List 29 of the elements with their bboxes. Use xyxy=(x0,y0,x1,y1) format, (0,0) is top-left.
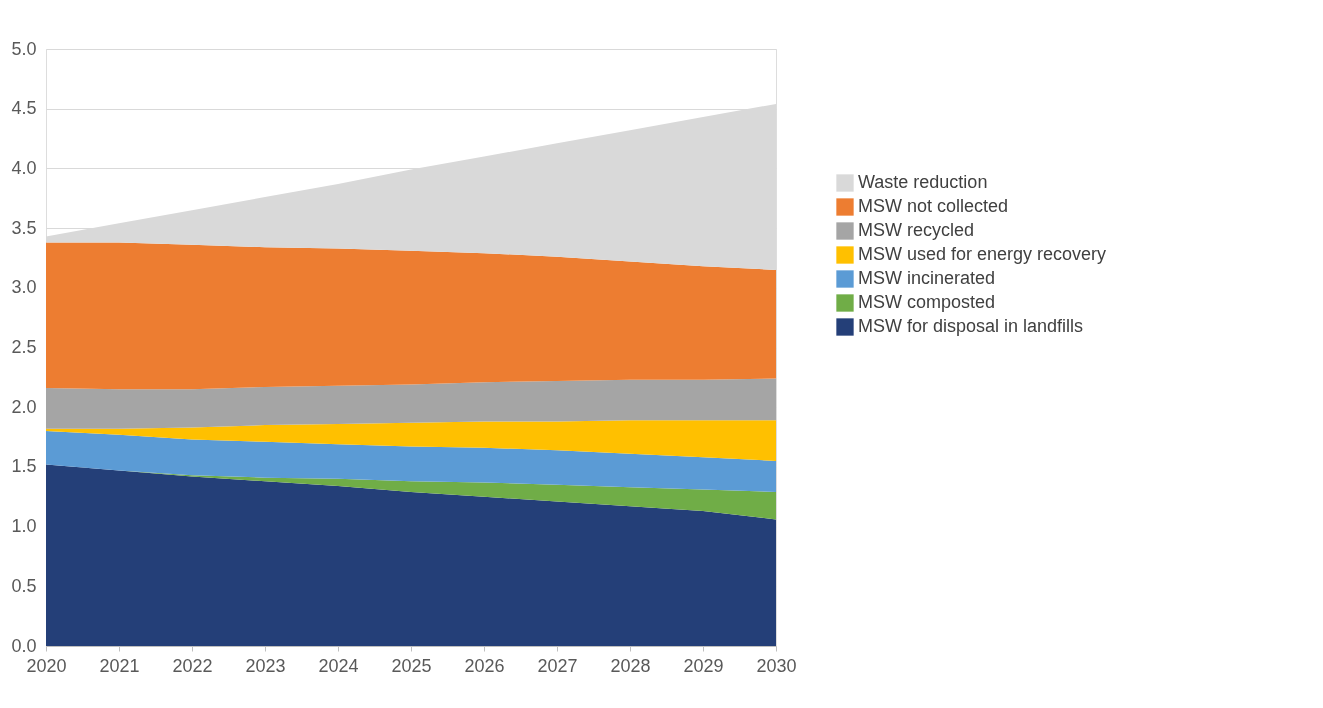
legend-label: MSW incinerated xyxy=(858,268,996,288)
y-tick-label: 0.0 xyxy=(11,635,37,656)
legend-label: MSW for disposal in landfills xyxy=(858,316,1084,336)
y-tick-label: 4.5 xyxy=(11,98,37,119)
legend-label: MSW composted xyxy=(858,292,996,312)
y-tick-label: 3.0 xyxy=(11,277,37,298)
x-tick-label: 2025 xyxy=(391,655,432,676)
x-tick-label: 2028 xyxy=(610,655,651,676)
x-tick-label: 2027 xyxy=(537,655,578,676)
x-tick-label: 2030 xyxy=(756,655,797,676)
x-tick-label: 2024 xyxy=(318,655,359,676)
y-tick-label: 1.0 xyxy=(11,516,37,537)
legend-label: MSW used for energy recovery xyxy=(858,244,1107,264)
y-tick-label: 0.5 xyxy=(11,575,37,596)
legend-label: MSW not collected xyxy=(858,196,1009,216)
y-tick-label: 2.0 xyxy=(11,396,37,417)
x-tick-label: 2022 xyxy=(172,655,213,676)
legend-label: MSW recycled xyxy=(858,220,975,240)
y-tick-label: 5.0 xyxy=(11,38,37,59)
y-tick-label: 1.5 xyxy=(11,456,37,477)
x-tick-label: 2020 xyxy=(26,655,67,676)
y-tick-label: 2.5 xyxy=(11,337,37,357)
x-tick-label: 2023 xyxy=(245,655,286,676)
x-tick-label: 2021 xyxy=(99,655,140,676)
x-tick-label: 2029 xyxy=(683,655,724,676)
y-tick-label: 3.5 xyxy=(11,217,37,238)
legend-label: Waste reduction xyxy=(858,172,988,192)
x-tick-label: 2026 xyxy=(464,655,505,676)
y-tick-label: 4.0 xyxy=(11,157,37,178)
